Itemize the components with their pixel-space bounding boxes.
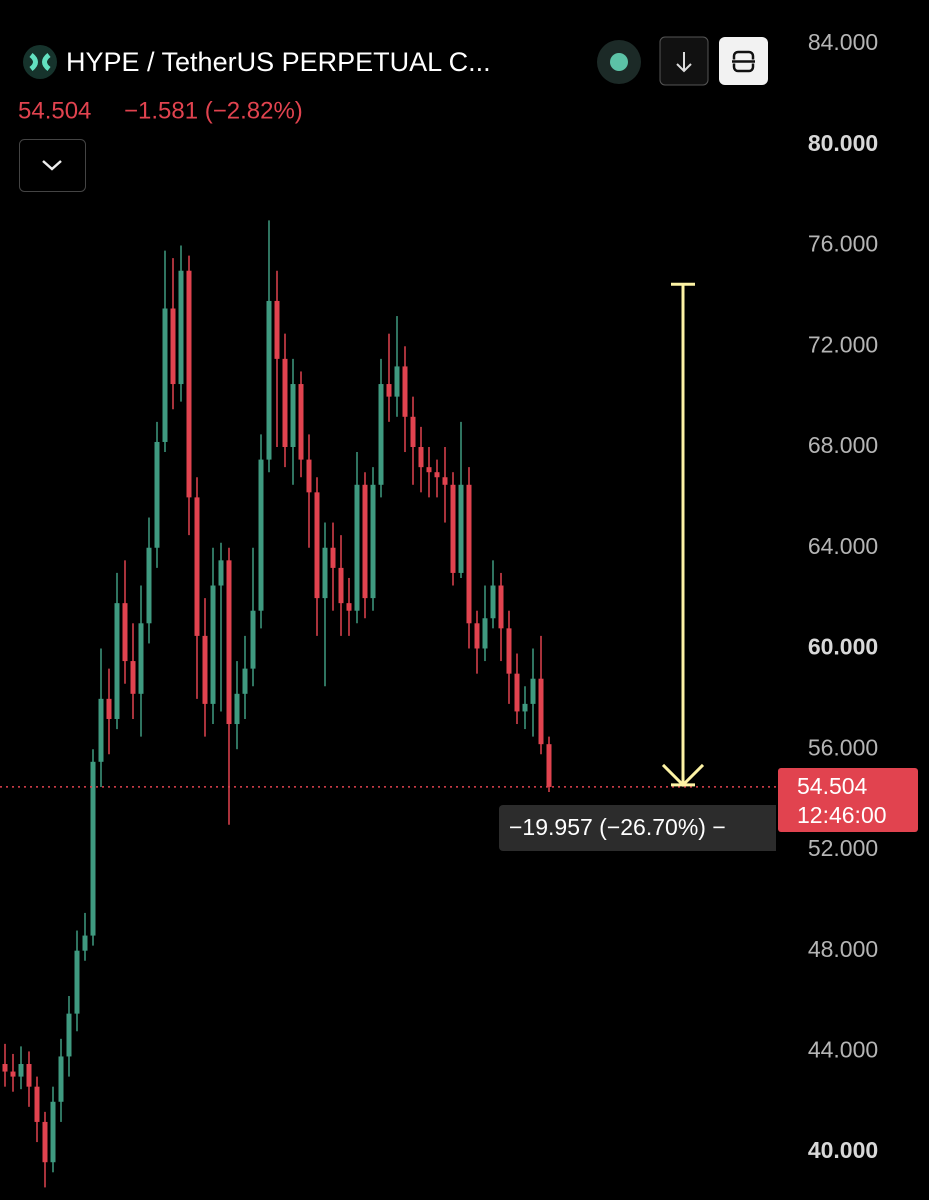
candle-body [234, 693, 240, 725]
candle-body [514, 673, 520, 712]
candle-body [402, 366, 408, 417]
candle-body [282, 358, 288, 448]
candle-body [506, 628, 512, 674]
candle-body [314, 492, 320, 599]
candle-body [362, 484, 368, 599]
candle-body [522, 703, 528, 712]
candle-body [130, 661, 136, 694]
candle-body [386, 384, 392, 397]
candle-body [266, 300, 272, 460]
candle-body [10, 1071, 16, 1077]
candle-body [490, 585, 496, 619]
overlay: −19.957 (−26.70%) − 54.504 12:46:00 [0, 282, 918, 851]
candle-body [250, 610, 256, 669]
candle-body [242, 668, 248, 694]
candle-body [42, 1121, 48, 1163]
y-tick-label: 44.000 [808, 1036, 878, 1062]
symbol-icon [23, 45, 57, 79]
candle-body [58, 1056, 64, 1102]
candle-body [346, 603, 352, 611]
symbol-title[interactable]: HYPE / TetherUS PERPETUAL C... [66, 47, 491, 77]
candle-body [170, 308, 176, 385]
candle-body [218, 560, 224, 586]
candle-body [538, 678, 544, 745]
candle-body [74, 950, 80, 1014]
candle-body [106, 698, 112, 719]
y-tick-label: 84.000 [808, 29, 878, 55]
candle-body [66, 1013, 72, 1057]
candle-body [418, 447, 424, 468]
y-tick-label: 40.000 [808, 1137, 878, 1163]
candle-body [338, 567, 344, 604]
candle-body [146, 547, 152, 624]
candle-body [450, 484, 456, 573]
candle-body [50, 1101, 56, 1163]
candle-body [466, 484, 472, 624]
candle-body [290, 384, 296, 448]
y-tick-label: 56.000 [808, 734, 878, 760]
expand-button[interactable] [19, 139, 86, 192]
candle-body [210, 585, 216, 704]
y-tick-label: 72.000 [808, 331, 878, 357]
expand-icon [42, 160, 62, 171]
measure-label: −19.957 (−26.70%) − [509, 814, 726, 840]
candle-body [26, 1064, 32, 1087]
candle-body [546, 744, 552, 787]
candle-body [202, 635, 208, 704]
candle-body [394, 366, 400, 397]
candle-body [114, 603, 120, 719]
candle-body [298, 384, 304, 460]
price-tag-countdown: 12:46:00 [797, 802, 887, 828]
candle-body [186, 270, 192, 498]
candle-body [482, 618, 488, 649]
candle-body [82, 935, 88, 951]
candle-body [322, 547, 328, 599]
candle-body [434, 472, 440, 478]
candle-body [410, 416, 416, 448]
candle-body [122, 603, 128, 662]
symbol-icon-glyph [29, 53, 51, 71]
candle-body [354, 484, 360, 611]
candle-body [498, 585, 504, 629]
candle-body [138, 623, 144, 694]
y-tick-label: 68.000 [808, 432, 878, 458]
price-tag [778, 768, 918, 832]
candle-body [34, 1086, 40, 1122]
candle-body [378, 384, 384, 485]
candle-body [98, 698, 104, 762]
y-tick-label: 52.000 [808, 835, 878, 861]
last-price: 54.504 [18, 97, 91, 124]
candle-body [258, 459, 264, 611]
measure-label-box [499, 805, 776, 851]
y-tick-label: 76.000 [808, 231, 878, 257]
candle-body [2, 1064, 8, 1072]
candle-body [90, 761, 96, 936]
candle-body [154, 441, 160, 548]
candle-body [178, 270, 184, 385]
y-tick-label: 64.000 [808, 533, 878, 559]
price-tag-value: 54.504 [797, 773, 868, 799]
candle-body [274, 300, 280, 359]
download-icon [676, 52, 692, 73]
candle-body [458, 484, 464, 573]
candle-body [162, 308, 168, 442]
candle-body [306, 459, 312, 493]
candle-body [370, 484, 376, 599]
candle-body [330, 547, 336, 568]
candle-body [426, 467, 432, 473]
candle-body [226, 560, 232, 725]
plot: 40.000 44.000 48.000 52.000 56.000 60.000 64.0… [2, 29, 878, 1188]
price-change: −1.581 (−2.82%) [124, 97, 303, 124]
candle-body [442, 477, 448, 485]
y-tick-label: 48.000 [808, 936, 878, 962]
y-tick-label: 60.000 [808, 634, 878, 660]
candle-body [530, 678, 536, 704]
candle-body [18, 1064, 24, 1077]
candle-body [194, 497, 200, 636]
y-tick-label: 80.000 [808, 130, 878, 156]
candle-body [474, 623, 480, 649]
status-dot [610, 53, 628, 71]
